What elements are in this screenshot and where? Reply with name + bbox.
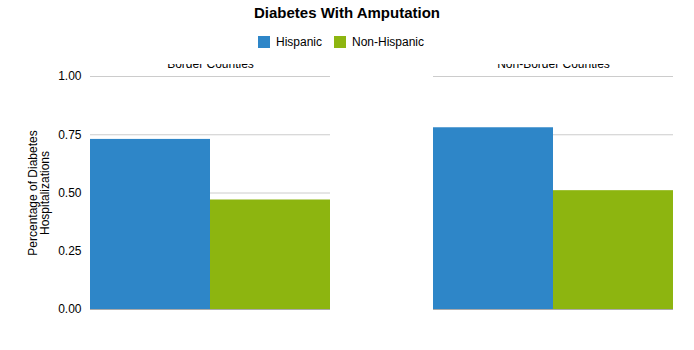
svg-text:Border Counties: Border Counties <box>167 64 254 71</box>
html-text:Hispanic: Hispanic <box>276 34 322 49</box>
svg-text:1.00: 1.00 <box>58 69 82 83</box>
svg-text:Percentage of DiabetesHospital: Percentage of DiabetesHospitalizations <box>26 130 52 255</box>
svg-text:0.00: 0.00 <box>58 302 82 316</box>
svg-text:Non-Border Counties: Non-Border Counties <box>497 64 610 71</box>
svg-text:0.50: 0.50 <box>58 186 82 200</box>
svg-text:0.25: 0.25 <box>58 244 82 258</box>
html-text:Diabetes With Amputation: Diabetes With Amputation <box>254 4 440 21</box>
svg-text:0.75: 0.75 <box>58 128 82 142</box>
html-text:Non-Hispanic: Non-Hispanic <box>352 34 424 49</box>
